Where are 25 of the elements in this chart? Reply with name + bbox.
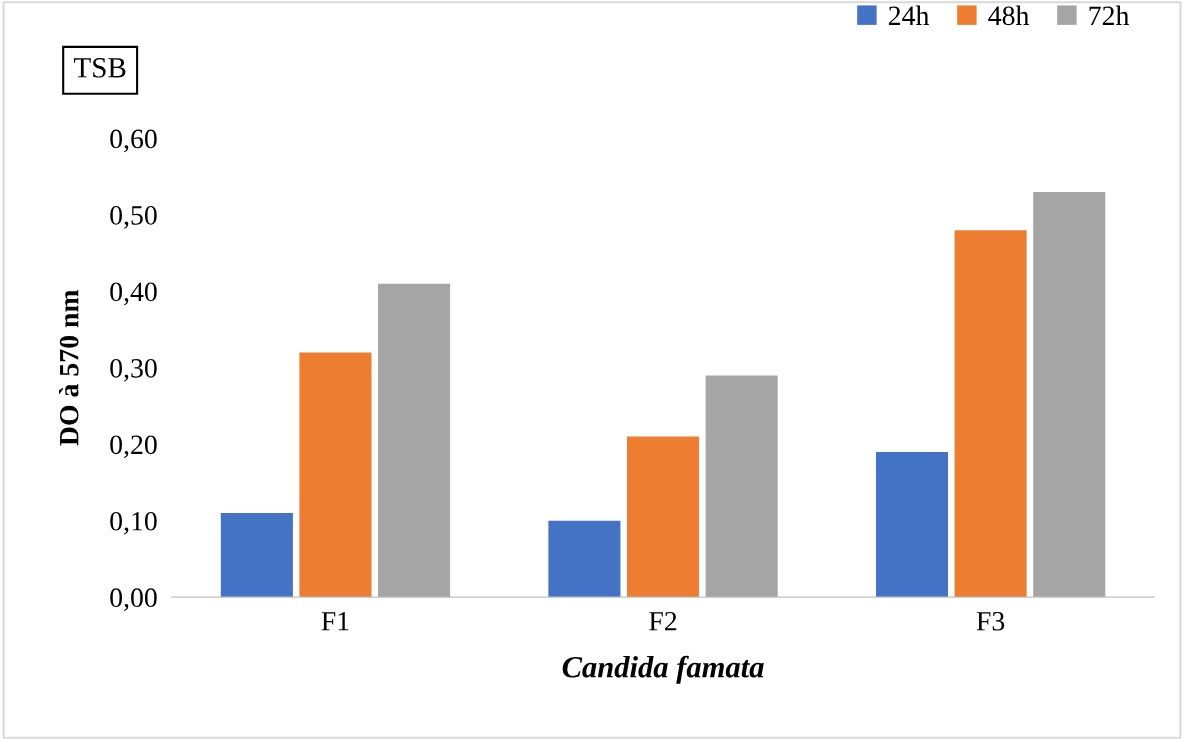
y-tick-label: 0,60: [110, 129, 157, 153]
legend-label: 48h: [988, 5, 1030, 26]
legend-label: 24h: [888, 5, 930, 25]
y-axis-title: DO à 570 nm: [58, 289, 79, 446]
bar: [548, 520, 621, 598]
y-tick-label: 0,00: [110, 588, 157, 612]
y-tick-label: 0,20: [110, 435, 157, 459]
bar: [627, 436, 700, 598]
legend-label: 72h: [1089, 5, 1130, 25]
x-tick-label: F3: [976, 611, 1005, 631]
y-tick-label: 0,40: [110, 282, 157, 306]
y-tick-label: 0,10: [110, 511, 157, 535]
bar: [299, 352, 372, 598]
bar: [220, 513, 293, 598]
x-tick-label: F1: [321, 612, 349, 631]
x-axis-title: Candida famata: [562, 655, 764, 684]
x-tick-label: F2: [649, 611, 677, 631]
bar: [875, 451, 949, 598]
bar: [954, 230, 1027, 598]
bar: [1033, 191, 1106, 598]
bar: [705, 375, 778, 598]
chart-title: TSB: [73, 58, 126, 78]
bar: [378, 283, 451, 598]
y-tick-label: 0,50: [110, 206, 157, 229]
y-tick-label: 0,30: [110, 358, 157, 382]
